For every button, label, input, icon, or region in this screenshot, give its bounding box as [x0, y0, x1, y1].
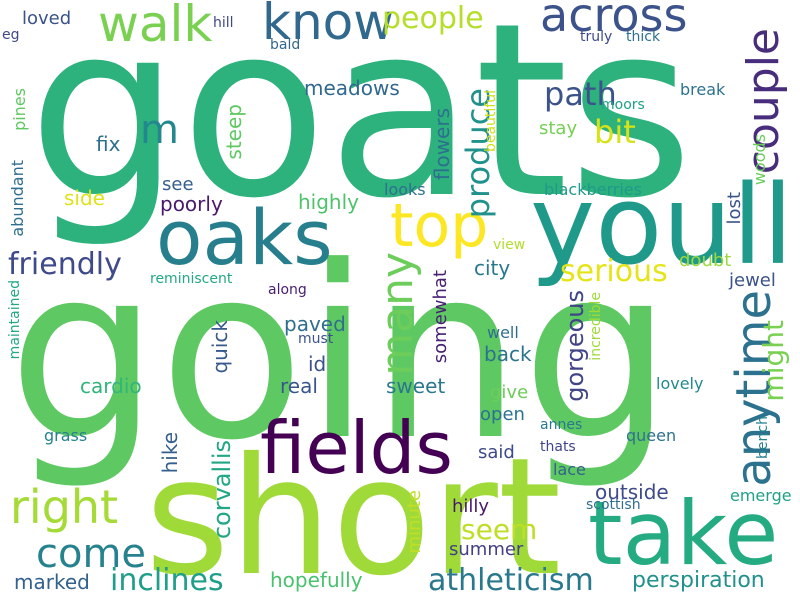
word-cardio: cardio [80, 374, 142, 398]
word-steep: steep [222, 104, 246, 160]
word-along: along [268, 282, 307, 298]
word-athleticism: athleticism [428, 563, 594, 598]
word-bit: bit [594, 113, 636, 151]
word-marked: marked [14, 570, 90, 594]
word-corvallis: corvallis [208, 440, 236, 540]
word-back: back [484, 342, 532, 366]
word-hilly: hilly [452, 496, 490, 517]
word-across: across [540, 0, 688, 42]
word-goats: goats [28, 0, 694, 251]
word-summer: summer [449, 539, 524, 560]
word-flowers: flowers [430, 108, 454, 181]
word-hopefully: hopefully [270, 568, 363, 592]
word-break: break [680, 80, 726, 99]
word-maintained: maintained [7, 280, 23, 360]
word-truly: truly [580, 29, 613, 45]
word-friendly: friendly [8, 247, 122, 282]
word-know: know [262, 0, 395, 51]
word-bench: bench [755, 416, 771, 459]
word-looks: looks [384, 180, 426, 199]
word-said: said [478, 442, 515, 463]
word-bald: bald [270, 37, 301, 53]
word-doubt: doubt [679, 250, 732, 271]
word-jewel: jewel [729, 270, 776, 291]
word-sweet: sweet [386, 374, 446, 398]
word-walk: walk [98, 0, 213, 53]
word-quick: quick [208, 320, 232, 374]
word-highly: highly [298, 190, 359, 214]
word-city: city [474, 256, 511, 280]
word-must: must [298, 331, 334, 347]
word-poorly: poorly [160, 192, 223, 216]
word-view: view [493, 237, 526, 253]
word-side: side [64, 186, 105, 210]
word-stay: stay [539, 118, 578, 139]
word-scottish: scottish [586, 497, 641, 513]
word-lace: lace [553, 460, 586, 479]
word-going: going [8, 216, 673, 493]
word-people: people [382, 1, 484, 36]
word-gorgeous: gorgeous [561, 290, 589, 402]
word-eg: eg [2, 27, 20, 43]
word-serious: serious [560, 254, 668, 289]
word-woods: woods [750, 134, 769, 186]
word-pines: pines [10, 88, 29, 131]
word-open: open [480, 404, 525, 425]
word-somewhat: somewhat [430, 270, 451, 364]
word-top: top [390, 191, 489, 261]
word-beautiful: beautiful [483, 90, 499, 153]
word-blackberries: blackberries [544, 180, 642, 199]
word-many: many [372, 252, 423, 376]
word-path: path [544, 75, 617, 113]
word-take: take [588, 482, 779, 585]
word-paved: paved [284, 312, 346, 336]
word-moors: moors [601, 97, 645, 113]
word-lovely: lovely [656, 374, 704, 393]
word-real: real [280, 374, 318, 398]
word-lost: lost [724, 192, 745, 225]
word-youll: youll [530, 161, 794, 289]
word-reminiscent: reminiscent [150, 271, 233, 287]
word-give: give [490, 382, 529, 403]
word-grass: grass [44, 426, 88, 445]
word-well: well [487, 323, 519, 342]
word-emerge: emerge [730, 486, 792, 505]
word-seem: seem [461, 513, 538, 546]
word-hill: hill [213, 15, 234, 31]
word-annes: annes [540, 417, 583, 433]
word-hike: hike [158, 432, 182, 474]
word-incredible: incredible [588, 292, 604, 361]
word-short: short [145, 424, 562, 600]
word-might: might [757, 320, 790, 402]
word-outside: outside [595, 480, 669, 504]
word-minute: minute [404, 490, 425, 554]
word-queen: queen [626, 426, 677, 445]
word-m: m [140, 107, 179, 153]
word-thats: thats [540, 439, 576, 455]
word-see: see [162, 174, 194, 195]
word-inclines: inclines [110, 563, 224, 598]
word-loved: loved [22, 8, 72, 29]
word-right: right [10, 480, 119, 534]
word-thick: thick [626, 29, 661, 45]
word-id: id [308, 352, 327, 376]
word-fix: fix [96, 132, 121, 156]
word-meadows: meadows [304, 76, 400, 100]
word-perspiration: perspiration [632, 568, 765, 593]
word-come: come [36, 531, 147, 577]
word-oaks: oaks [156, 193, 333, 282]
word-abundant: abundant [8, 160, 27, 237]
word-fields: fields [260, 406, 453, 490]
